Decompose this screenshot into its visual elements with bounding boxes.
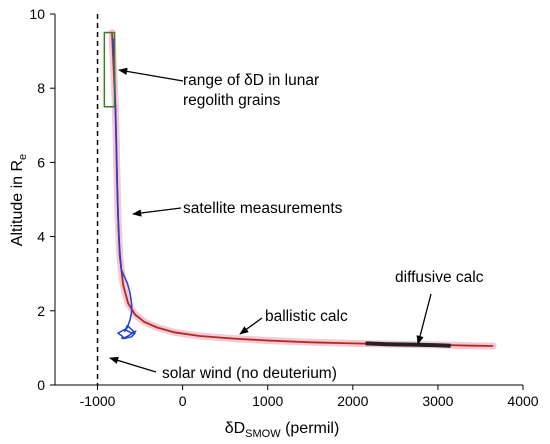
satellite-measurements-line [112, 38, 137, 340]
plot-marks [96, 14, 497, 385]
annotation-solar: solar wind (no deuterium) [162, 365, 337, 382]
annotation-range-line-2: regolith grains [183, 92, 281, 109]
annotation-ballistic: ballistic calc [265, 308, 348, 325]
x-ticks: -1000 0 1000 2000 3000 4000 [80, 385, 539, 409]
annotation-diffusive: diffusive calc [395, 269, 484, 286]
annotation-arrow-ballistic [239, 317, 263, 335]
annotations: range of δD in lunar regolith grains satel… [109, 67, 484, 382]
y-tick-label: 2 [37, 303, 45, 319]
y-ticks: 0 2 4 6 8 10 [29, 6, 55, 393]
y-tick-label: 10 [29, 6, 45, 22]
y-tick-label: 4 [37, 229, 45, 245]
x-tick-label: -1000 [80, 393, 116, 409]
x-tick-label: 2000 [337, 393, 368, 409]
x-axis-title: δDSMOW (permil) [225, 420, 340, 440]
x-tick-label: 0 [179, 393, 187, 409]
lunar-regolith-range-box [103, 31, 116, 108]
x-tick-label: 1000 [252, 393, 283, 409]
annotation-arrow-diffusive [416, 293, 432, 345]
x-tick-label: 3000 [422, 393, 453, 409]
annotation-satellite: satellite measurements [183, 200, 343, 217]
annotation-arrow-satellite [132, 207, 182, 217]
axes: -1000 0 1000 2000 3000 4000 0 2 4 6 8 10 [29, 6, 538, 409]
annotation-arrow-range [118, 67, 184, 82]
y-axis-title: Altitude in Re [9, 154, 29, 246]
x-tick-label: 4000 [507, 393, 538, 409]
annotation-arrow-solar [109, 356, 157, 373]
annotation-range-line-1: range of δD in lunar [183, 72, 319, 89]
y-tick-label: 8 [37, 80, 45, 96]
y-tick-label: 0 [37, 377, 45, 393]
diffusive-calc-line [365, 341, 451, 348]
y-tick-label: 6 [37, 154, 45, 170]
